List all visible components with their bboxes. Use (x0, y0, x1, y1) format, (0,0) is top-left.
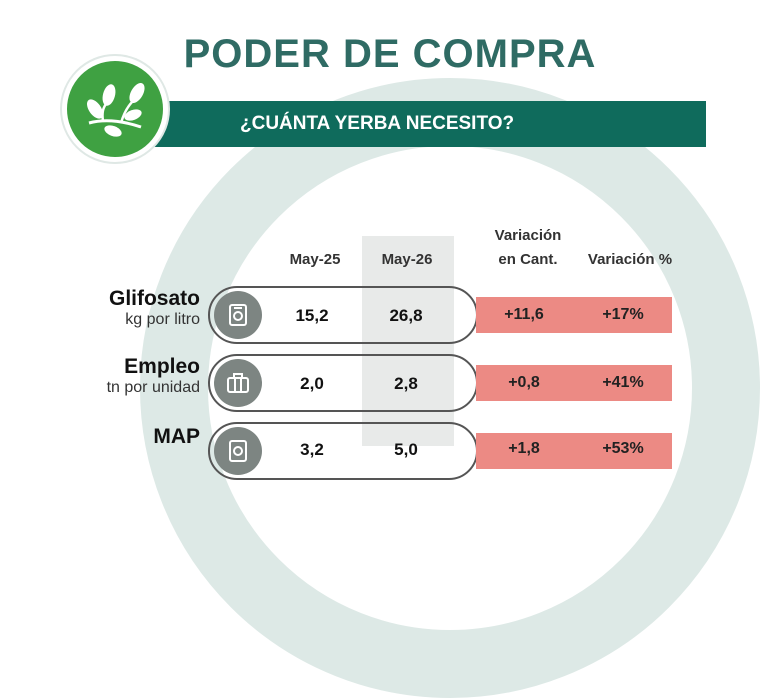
variation-cant: +1,8 (508, 440, 540, 457)
row-label-empleo: Empleo tn por unidad (107, 355, 200, 397)
fertilizer-bag-icon (214, 427, 262, 475)
header-var-cant-line2: en Cant. (498, 251, 558, 268)
row-unit: kg por litro (125, 311, 200, 328)
row-label-map: MAP (153, 425, 200, 449)
row-label-glifosato: Glifosato kg por litro (109, 287, 200, 329)
value-may26: 5,0 (394, 440, 418, 459)
header-may25: May-25 (289, 251, 341, 268)
variation-bar (476, 297, 672, 333)
row-name: MAP (153, 425, 200, 448)
value-may26: 26,8 (389, 306, 423, 325)
value-may25: 15,2 (295, 306, 329, 325)
value-may25: 3,2 (300, 440, 324, 459)
row-name: Empleo (124, 355, 200, 378)
value-may25: 2,0 (300, 374, 324, 393)
fuel-can-icon (214, 291, 262, 339)
variation-cant: +0,8 (508, 374, 540, 391)
page-title: PODER DE COMPRA (183, 32, 597, 76)
yerba-leaf-icon (87, 83, 145, 137)
value-may26: 2,8 (394, 374, 418, 393)
row-unit: tn por unidad (106, 379, 200, 396)
variation-pct: +17% (602, 306, 644, 323)
header-may26: May-26 (381, 251, 433, 268)
header-var-cant-line1: Variación (494, 227, 562, 244)
header-var-pct: Variación % (587, 251, 673, 268)
variation-bar (476, 365, 672, 401)
row-name: Glifosato (108, 287, 200, 310)
banner-text: ¿CUÁNTA YERBA NECESITO? (240, 113, 515, 134)
variation-pct: +41% (602, 374, 644, 391)
yerba-leaf-badge (62, 56, 168, 162)
subtitle-banner (122, 101, 706, 147)
briefcase-icon (214, 359, 262, 407)
variation-pct: +53% (602, 440, 644, 457)
variation-cant: +11,6 (504, 306, 544, 323)
